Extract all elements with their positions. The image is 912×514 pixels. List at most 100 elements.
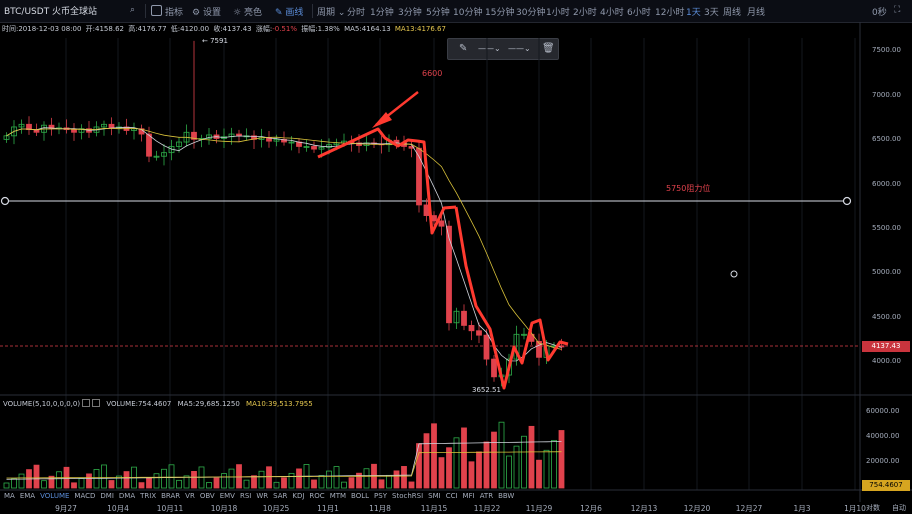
indicator-tab-trix[interactable]: TRIX <box>140 492 157 500</box>
volume-bar <box>476 451 482 489</box>
indicator-tab-emv[interactable]: EMV <box>219 492 235 500</box>
indicator-tab-smi[interactable]: SMI <box>428 492 441 500</box>
indicator-tab-stochrsi[interactable]: StochRSI <box>392 492 424 500</box>
indicator-tab-brar[interactable]: BRAR <box>161 492 181 500</box>
theme-button[interactable]: ☼ 亮色 <box>233 5 262 18</box>
indicator-tab-roc[interactable]: ROC <box>309 492 325 500</box>
volume-bar <box>446 447 452 489</box>
chart-icon <box>151 5 162 16</box>
resistance-label[interactable]: 5750阻力位 <box>666 184 711 193</box>
indicator-tab-volume[interactable]: VOLUME <box>40 492 70 500</box>
interval-0[interactable]: 分时 <box>347 8 366 18</box>
log-toggle[interactable]: 对数 <box>866 504 880 512</box>
high-marker: ← 7591 <box>202 37 228 45</box>
interval-12[interactable]: 1天 <box>686 8 701 18</box>
period-dropdown[interactable]: 周期 ⌄ <box>317 5 345 18</box>
candle-body <box>491 358 497 378</box>
time-tick: 12月27 <box>735 504 763 513</box>
chevron-down-icon: ⌄ <box>335 8 346 18</box>
volume-bar <box>431 423 437 489</box>
indicator-tab-psy[interactable]: PSY <box>374 492 387 500</box>
settings-label: 设置 <box>202 8 221 18</box>
volume-bar <box>311 479 317 489</box>
indicator-tab-ma[interactable]: MA <box>4 492 15 500</box>
symbol-title[interactable]: BTC/USDT 火币全球站 <box>4 7 98 17</box>
indicator-tab-rsi[interactable]: RSI <box>239 492 252 500</box>
theme-label: 亮色 <box>243 8 262 18</box>
interval-3[interactable]: 5分钟 <box>426 8 450 18</box>
volume-bar <box>408 481 415 489</box>
line-style-dropdown[interactable]: ——⌄ <box>478 44 501 53</box>
draw-button[interactable]: ✎ 画线 <box>275 5 303 18</box>
candle-body <box>18 123 25 128</box>
interval-6[interactable]: 30分钟 <box>516 8 546 18</box>
indicator-tab-macd[interactable]: MACD <box>74 492 96 500</box>
indicator-tab-wr[interactable]: WR <box>256 492 269 500</box>
arrow-head <box>372 112 392 128</box>
indicators-button[interactable]: 指标 <box>151 5 183 18</box>
volume-bar <box>528 425 535 489</box>
indicator-tab-kdj[interactable]: KDJ <box>292 492 305 500</box>
volume-bar <box>521 435 527 489</box>
indicator-tab-sar[interactable]: SAR <box>273 492 288 500</box>
indicator-tabs: MA EMA VOLUME MACD DMI DMA TRIX BRAR VR OBV EMV RSI… <box>4 492 519 500</box>
info-low: 低:4120.00 <box>170 25 210 33</box>
candle-body <box>453 310 460 324</box>
time-tick: 10月11 <box>156 504 184 513</box>
interval-13[interactable]: 3天 <box>704 8 719 18</box>
indicator-tab-ema[interactable]: EMA <box>19 492 36 500</box>
time-tick: 11月22 <box>473 504 501 513</box>
interval-1[interactable]: 1分钟 <box>370 8 394 18</box>
divider <box>145 4 146 18</box>
close-checkbox[interactable] <box>92 399 101 407</box>
interval-11[interactable]: 12小时 <box>655 8 685 18</box>
indicator-tab-bbw[interactable]: BBW <box>498 492 515 500</box>
indicator-tab-boll[interactable]: BOLL <box>351 492 370 500</box>
trash-icon[interactable]: 🗑 <box>542 43 555 54</box>
volume-bar <box>423 433 430 489</box>
interval-4[interactable]: 10分钟 <box>453 8 483 18</box>
candle-body <box>446 225 452 324</box>
pencil-icon[interactable]: ✎ <box>459 43 468 54</box>
indicator-tab-vr[interactable]: VR <box>185 492 195 500</box>
indicator-tab-mfi[interactable]: MFI <box>462 492 475 500</box>
settings-checkbox[interactable] <box>82 399 91 407</box>
candle-body <box>108 123 115 129</box>
time-tick: 11月29 <box>525 504 553 513</box>
time-tick: 12月20 <box>683 504 711 513</box>
line-width-dropdown[interactable]: ——⌄ <box>508 44 531 53</box>
volume-bar <box>468 461 475 489</box>
interval-10[interactable]: 6小时 <box>627 8 651 18</box>
indicator-tab-dma[interactable]: DMA <box>118 492 136 500</box>
indicator-tab-atr[interactable]: ATR <box>479 492 494 500</box>
indicator-tab-obv[interactable]: OBV <box>199 492 215 500</box>
interval-2[interactable]: 3分钟 <box>398 8 422 18</box>
arrow-label[interactable]: 6600 <box>422 69 443 78</box>
indicator-tab-cci[interactable]: CCI <box>445 492 458 500</box>
info-amplitude: 振幅:1.38% <box>301 25 340 33</box>
volume-bar <box>558 430 565 489</box>
interval-8[interactable]: 2小时 <box>573 8 597 18</box>
indicator-tab-dmi[interactable]: DMI <box>100 492 114 500</box>
volume-tick: 20000.00 <box>866 457 900 465</box>
search-icon[interactable]: ⌕ <box>130 5 136 15</box>
auto-toggle[interactable]: 自动 <box>892 504 906 512</box>
volume-bar <box>393 470 400 489</box>
volume-bar <box>251 475 257 489</box>
draw-label: 画线 <box>285 8 304 18</box>
volume-bar <box>236 464 242 489</box>
candle-body <box>318 146 325 150</box>
settings-button[interactable]: ⚙ 设置 <box>192 5 221 18</box>
time-tick: 11月15 <box>420 504 448 513</box>
interval-15[interactable]: 月线 <box>747 8 766 18</box>
info-open: 开:4158.62 <box>85 25 124 33</box>
candle-body <box>311 146 317 150</box>
interval-9[interactable]: 4小时 <box>600 8 624 18</box>
price-tick: 7000.00 <box>872 91 901 99</box>
interval-7[interactable]: 1小时 <box>546 8 570 18</box>
indicator-tab-mtm[interactable]: MTM <box>329 492 347 500</box>
fullscreen-icon[interactable]: ⛶ <box>894 5 901 15</box>
interval-14[interactable]: 周线 <box>723 8 742 18</box>
interval-5[interactable]: 15分钟 <box>485 8 515 18</box>
